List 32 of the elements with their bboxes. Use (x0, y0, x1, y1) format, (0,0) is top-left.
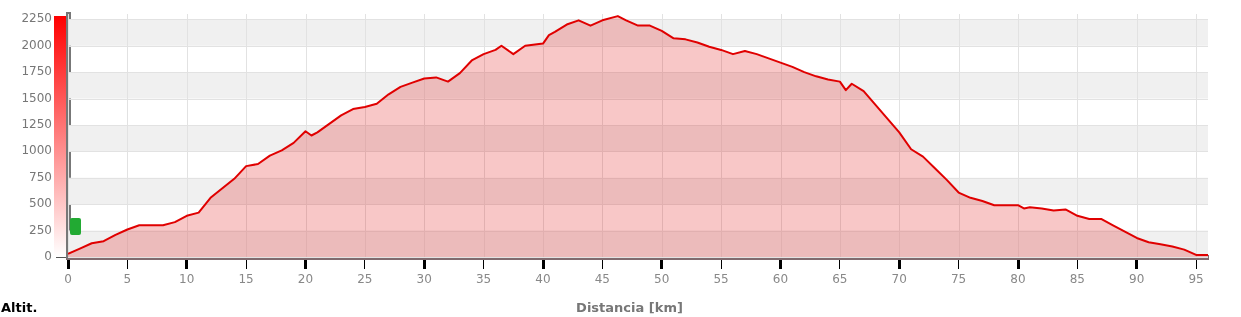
x-tick-label: 45 (594, 272, 611, 287)
x-tick-label: 10 (179, 272, 195, 287)
x-tick-label: 5 (123, 272, 132, 287)
x-tick-label: 35 (475, 272, 492, 287)
y-tick-label: 750 (29, 169, 52, 184)
y-tick-label: 2250 (21, 11, 52, 26)
x-tick-label: 85 (1069, 272, 1086, 287)
y-tick-label: 1500 (21, 90, 52, 105)
y-tick-label: 250 (29, 222, 52, 237)
x-tick-label: 0 (64, 272, 72, 287)
x-tick-label: 70 (891, 272, 907, 287)
y-tick-label: 500 (29, 196, 52, 211)
x-tick-label: 30 (416, 272, 432, 287)
x-tick-label: 65 (832, 272, 848, 287)
x-tick-label: 15 (238, 272, 254, 287)
x-tick-label: 90 (1129, 272, 1145, 287)
x-tick-label: 80 (1010, 272, 1026, 287)
y-tick-label: 1250 (21, 117, 52, 132)
y-tick-label: 1750 (21, 64, 52, 79)
x-tick-label: 75 (950, 272, 967, 287)
x-axis-title: Distancia [km] (576, 300, 683, 315)
y-tick-label: 2000 (21, 37, 52, 52)
x-tick-label: 55 (713, 272, 729, 287)
x-tick-label: 40 (535, 272, 551, 287)
y-tick-label: 1000 (21, 143, 52, 158)
y-axis-title: Altit. (1, 300, 38, 315)
x-tick-label: 60 (772, 272, 789, 287)
y-tick-label: 0 (44, 249, 52, 264)
x-tick-label: 95 (1188, 272, 1204, 287)
x-tick-label: 20 (297, 272, 314, 287)
x-tick-label: 50 (654, 272, 670, 287)
x-tick-label: 25 (357, 272, 373, 287)
